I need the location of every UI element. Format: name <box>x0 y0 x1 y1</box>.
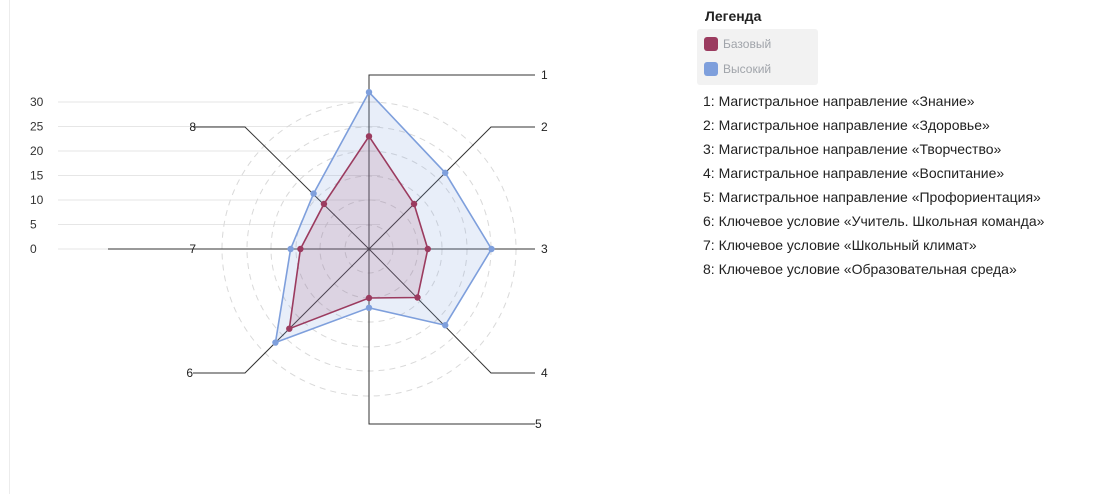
legend-label-high: Высокий <box>723 62 772 76</box>
frame-divider <box>9 0 10 494</box>
data-point-high-4 <box>442 322 449 329</box>
axis-description-8: 8: Ключевое условие «Образовательная сре… <box>703 261 1017 277</box>
scale-tick-label: 20 <box>30 144 44 158</box>
legend-swatch-base <box>704 37 718 51</box>
data-point-high-6 <box>272 339 279 346</box>
axis-description-4: 4: Магистральное направление «Воспитание… <box>703 165 1005 181</box>
data-point-high-7 <box>287 245 294 253</box>
axis-label-7: 7 <box>189 242 196 256</box>
axis-label-3: 3 <box>541 242 548 256</box>
axis-description-3: 3: Магистральное направление «Творчество… <box>703 141 1002 157</box>
axis-description-list: 1: Магистральное направление «Знание» 2:… <box>703 89 1044 281</box>
axis-spoke-4 <box>368 248 535 374</box>
data-point-base-5 <box>365 294 373 302</box>
axis-spoke-1 <box>368 74 535 249</box>
axis-label-8: 8 <box>189 120 196 134</box>
data-point-base-6 <box>286 325 293 332</box>
axis-label-6: 6 <box>186 366 193 380</box>
data-point-high-1 <box>365 89 373 96</box>
data-point-base-4 <box>414 294 421 301</box>
scale-tick-label: 25 <box>30 120 44 134</box>
scale-tick-label: 30 <box>30 95 44 109</box>
scale-tick-label: 5 <box>30 218 37 232</box>
axis-label-1: 1 <box>541 68 548 82</box>
legend-item-base[interactable]: Базовый <box>704 35 771 53</box>
axis-spoke-2 <box>368 126 535 250</box>
scale-tick-label: 15 <box>30 169 44 183</box>
axis-description-7: 7: Ключевое условие «Школьный климат» <box>703 237 977 253</box>
data-point-high-3 <box>488 245 495 253</box>
data-point-base-7 <box>297 245 304 253</box>
data-point-high-5 <box>365 304 373 311</box>
legend-swatch-high <box>704 62 718 76</box>
legend-label-base: Базовый <box>723 37 772 51</box>
axis-description-1: 1: Магистральное направление «Знание» <box>703 93 975 109</box>
scale-tick-label: 10 <box>30 193 44 207</box>
axis-description-2: 2: Магистральное направление «Здоровье» <box>703 117 990 133</box>
axis-spoke-6 <box>193 248 370 374</box>
axis-label-5: 5 <box>535 417 542 431</box>
legend-title: Легенда <box>705 8 762 24</box>
axis-description-5: 5: Магистральное направление «Профориент… <box>703 189 1041 205</box>
data-point-base-2 <box>410 200 418 208</box>
legend-item-high[interactable]: Высокий <box>704 60 771 78</box>
data-point-high-8 <box>310 190 317 197</box>
legend: Базовый Высокий <box>697 29 818 85</box>
scale-tick-label: 0 <box>30 242 37 256</box>
data-point-base-1 <box>365 133 373 140</box>
axis-label-2: 2 <box>541 120 548 134</box>
axis-description-6: 6: Ключевое условие «Учитель. Школьная к… <box>703 213 1045 229</box>
axis-spoke-8 <box>193 126 370 250</box>
axis-label-4: 4 <box>541 366 548 380</box>
data-point-high-2 <box>442 169 449 176</box>
radar-chart: 0 5 10 15 20 25 30 1 2 3 4 5 6 7 8 <box>30 68 548 431</box>
data-point-base-3 <box>424 245 431 253</box>
data-point-base-8 <box>320 200 328 208</box>
